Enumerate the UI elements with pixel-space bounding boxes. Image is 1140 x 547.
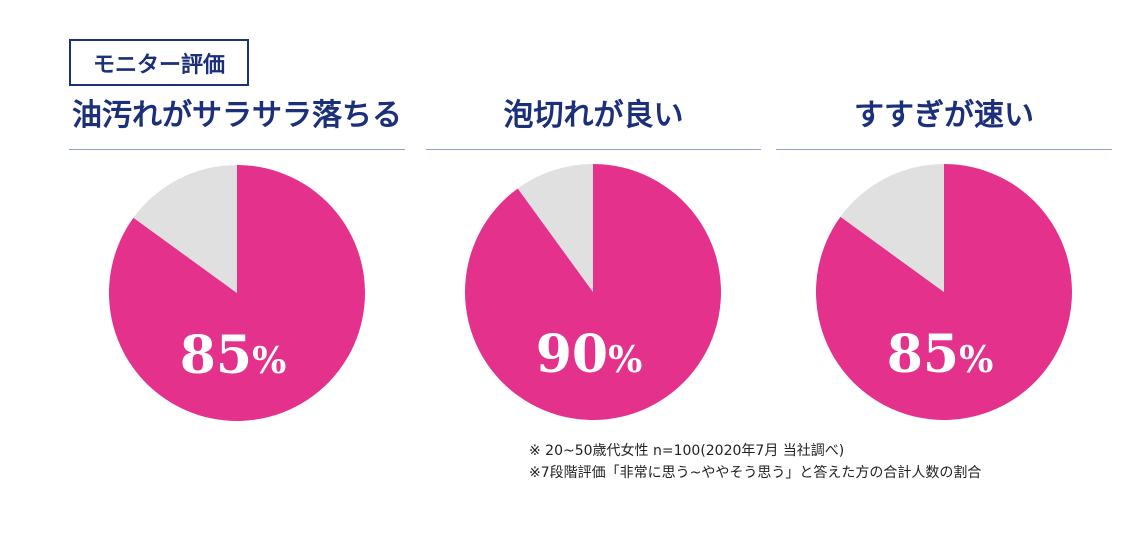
footnote-sample: ※ 20~50歳代女性 n=100(2020年7月 当社調べ) — [529, 443, 845, 459]
chart-title: すすぎが速い — [854, 98, 1034, 133]
pie-slice-remainder — [840, 164, 944, 292]
pie-value-label: 90% — [536, 324, 643, 385]
pie-slice-remainder — [133, 165, 237, 293]
chart-panel-3: すすぎが速い 85% — [776, 92, 1112, 432]
pie-value-label: 85% — [180, 325, 287, 386]
chart-title: 泡切れが良い — [503, 98, 684, 133]
chart-panel-2: 泡切れが良い 90% — [426, 92, 761, 432]
pie-chart: 85% — [816, 164, 1072, 420]
footnotes: ※ 20~50歳代女性 n=100(2020年7月 当社調べ) ※7段階評価「非… — [529, 440, 981, 484]
chart-title: 油汚れがサラサラ落ちる — [72, 98, 402, 133]
title-divider — [776, 149, 1112, 150]
chart-panel-1: 油汚れがサラサラ落ちる 85% — [69, 92, 405, 432]
pie-chart: 85% — [108, 165, 365, 421]
monitor-evaluation-badge: モニター評価 — [69, 39, 249, 86]
footnote-method: ※7段階評価「非常に思う~ややそう思う」と答えた方の合計人数の割合 — [529, 465, 982, 481]
pie-slice-remainder — [517, 164, 593, 292]
title-divider — [426, 149, 761, 150]
pie-value-label: 85% — [887, 324, 994, 385]
pie-chart: 90% — [465, 164, 721, 420]
title-divider — [69, 149, 405, 150]
